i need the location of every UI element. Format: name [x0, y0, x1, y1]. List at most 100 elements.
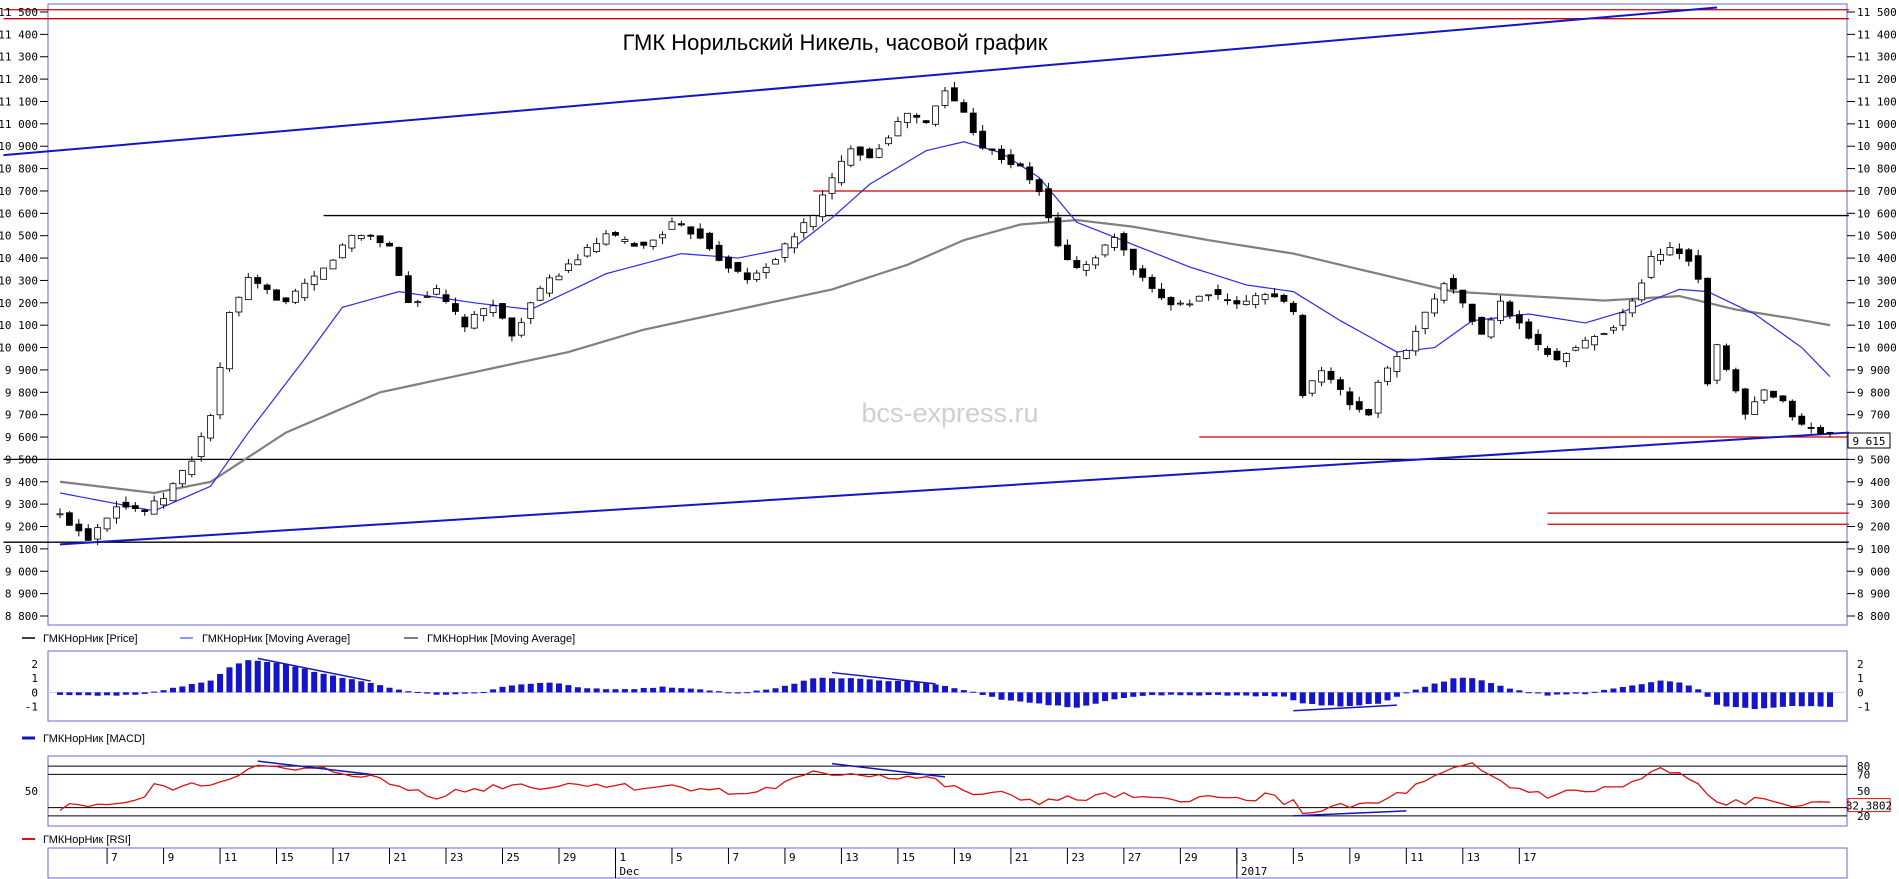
price-y-tick-label: 10 700: [0, 185, 38, 198]
macd-bar: [800, 680, 807, 693]
candle-body: [1111, 237, 1118, 248]
watermark: bcs-express.ru: [861, 398, 1038, 428]
candle-body: [357, 235, 365, 240]
macd-bar: [1808, 692, 1815, 707]
macd-bar: [169, 687, 176, 693]
macd-bar: [254, 660, 261, 693]
macd-divergence-line: [1293, 704, 1397, 712]
x-tick-label: 3: [1241, 851, 1248, 864]
macd-bar: [207, 680, 214, 693]
candle-body: [866, 148, 874, 159]
macd-bar: [951, 688, 958, 693]
x-tick-label: 13: [1467, 851, 1480, 864]
candle-body: [310, 275, 318, 285]
price-y-tick-label: 10 500: [0, 230, 38, 243]
candle-body: [1384, 367, 1391, 382]
macd-bar: [923, 682, 930, 693]
macd-bar: [1036, 692, 1043, 704]
price-y-tick-label: 9 200: [5, 521, 38, 534]
price-y-tick-label: 11 100: [1857, 95, 1897, 108]
x-tick-label: 9: [168, 851, 175, 864]
macd-bar: [301, 668, 308, 693]
trendline: [3, 6, 1718, 157]
candle-body: [960, 102, 968, 113]
macd-bar: [1714, 692, 1721, 705]
candle-body: [1308, 380, 1316, 394]
candle-body: [207, 415, 215, 439]
macd-bar: [1431, 683, 1438, 693]
candle-body: [772, 259, 779, 265]
candle-body: [395, 246, 403, 276]
x-tick-label: 23: [1071, 851, 1084, 864]
candle-body: [150, 500, 158, 515]
macd-bar: [932, 684, 939, 693]
legend-price-label: ГМКНорНик [Price]: [43, 633, 138, 645]
macd-bar: [320, 673, 327, 693]
rsi-y-tick-label: 20: [1857, 810, 1870, 823]
legend-rsi-label: ГМКНорНик [RSI]: [43, 834, 131, 846]
candle-body: [1233, 300, 1241, 305]
price-y-tick-label: 11 100: [0, 95, 38, 108]
rsi-pane-frame: [47, 755, 1848, 827]
macd-bar: [56, 692, 64, 695]
macd-bar: [1092, 692, 1099, 704]
macd-bar: [1290, 692, 1297, 701]
candle-body: [875, 148, 883, 158]
candle-body: [753, 272, 761, 280]
candle-body: [1007, 154, 1015, 165]
candle-body: [1346, 391, 1354, 406]
x-tick-label: 29: [563, 851, 576, 864]
macd-pane-frame: [47, 650, 1848, 722]
macd-bar: [405, 691, 412, 693]
macd-y-tick-label: 0: [1857, 686, 1864, 699]
candle-body: [1487, 319, 1495, 338]
candle-body: [1148, 276, 1156, 289]
macd-bar: [1544, 692, 1551, 696]
candle-body: [1581, 339, 1589, 349]
price-y-tick-label: 9 100: [1857, 543, 1890, 556]
candle-body: [979, 130, 987, 149]
macd-bar: [1233, 692, 1240, 696]
macd-bar: [668, 687, 675, 693]
candle-body: [169, 483, 177, 502]
macd-bar: [1657, 680, 1664, 693]
candle-body: [1544, 348, 1551, 355]
candle-body: [903, 112, 911, 123]
macd-bar: [1299, 692, 1306, 704]
candle-body: [1562, 353, 1570, 363]
candle-body: [160, 498, 167, 506]
macd-bar: [1742, 692, 1749, 708]
macd-bar: [461, 692, 468, 694]
candle-body: [969, 112, 977, 133]
last-price-marker: 9 615: [1847, 432, 1891, 449]
candle-body: [941, 90, 949, 106]
price-y-tick-label: 10 800: [1857, 163, 1897, 176]
rsi-divergence-line: [257, 760, 371, 776]
rsi-last-value-box: [1847, 798, 1891, 813]
price-y-tick-label: 9 400: [5, 476, 38, 489]
candle-body: [612, 232, 619, 236]
candle-body: [367, 234, 375, 237]
macd-bar: [1026, 692, 1033, 703]
macd-bar: [1535, 692, 1542, 694]
macd-bar: [838, 678, 845, 693]
price-y-tick-label: 9 800: [1857, 386, 1890, 399]
price-y-tick-label: 9 900: [1857, 364, 1890, 377]
macd-bar: [885, 681, 892, 693]
macd-bar: [781, 685, 788, 693]
candle-body: [1534, 333, 1542, 345]
candle-body: [1760, 389, 1768, 401]
rsi-divergence-lines: [257, 760, 1407, 817]
price-y-tick-label: 10 100: [1857, 319, 1897, 332]
price-y-tick-label: 10 400: [0, 252, 38, 265]
macd-bar: [640, 687, 647, 693]
candle-body: [536, 287, 544, 301]
candle-body: [282, 297, 290, 303]
candle-body: [564, 263, 572, 271]
candle-body: [348, 234, 356, 249]
macd-bar: [1619, 686, 1626, 693]
candle-body: [508, 317, 516, 337]
last-price-label: 9 615: [1852, 435, 1885, 448]
macd-bar: [772, 688, 779, 693]
candle-body: [339, 244, 346, 259]
